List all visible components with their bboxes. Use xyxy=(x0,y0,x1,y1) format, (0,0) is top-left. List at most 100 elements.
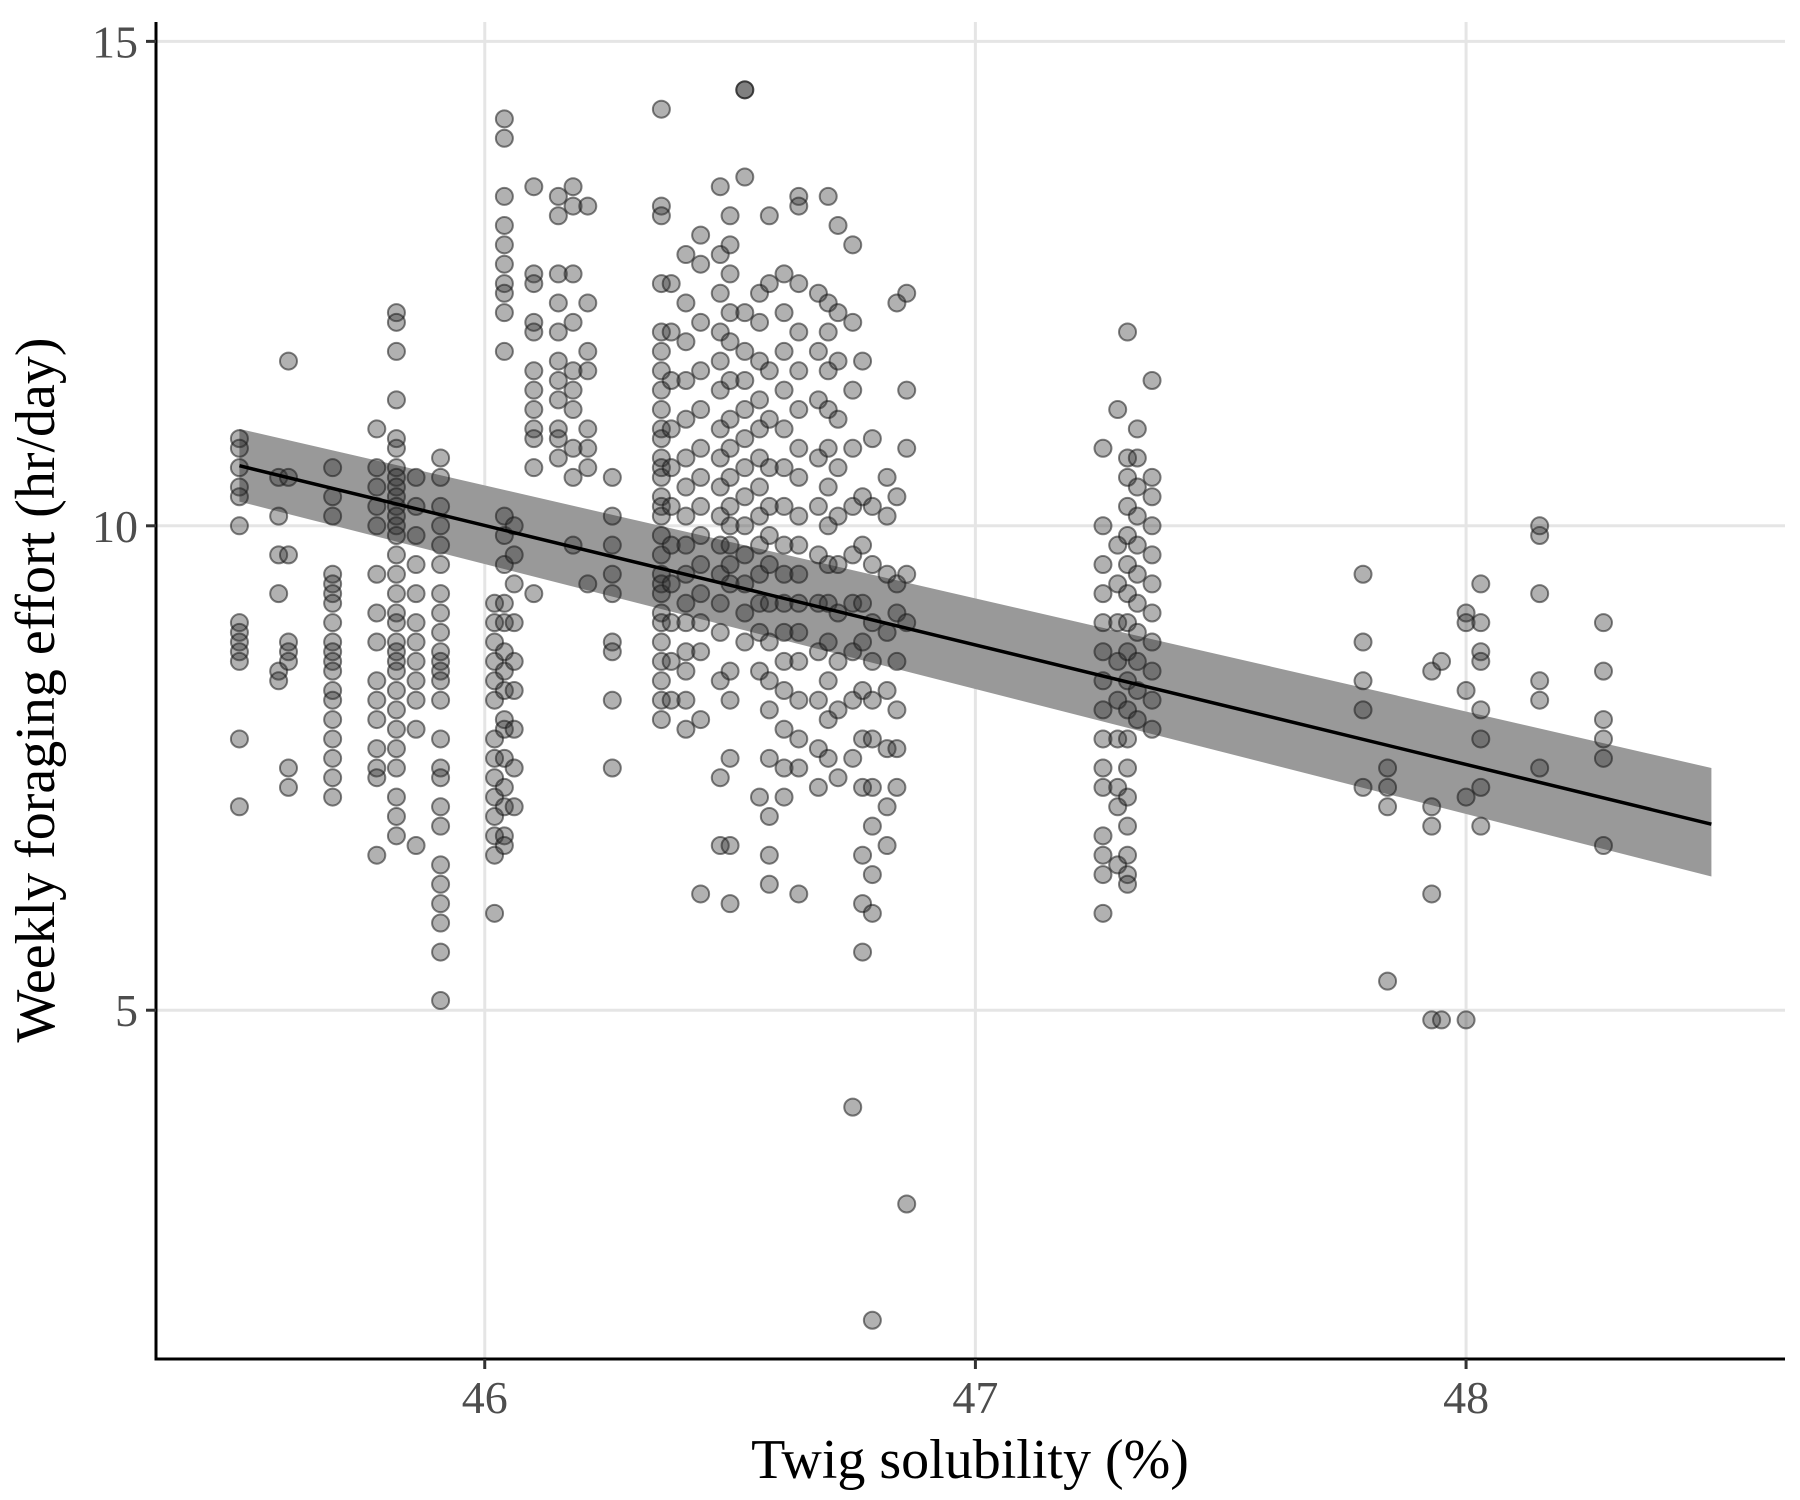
data-point xyxy=(1432,1010,1452,1030)
x-axis-title: Twig solubility (%) xyxy=(751,1429,1189,1491)
data-point xyxy=(494,235,514,255)
data-point xyxy=(720,496,740,516)
data-point xyxy=(431,516,451,536)
data-point xyxy=(406,671,426,691)
data-point xyxy=(720,409,740,429)
data-point xyxy=(1093,555,1113,575)
data-point xyxy=(774,303,794,323)
data-point xyxy=(818,438,838,458)
data-point xyxy=(386,341,406,361)
data-point xyxy=(828,409,848,429)
data-point xyxy=(1142,719,1162,739)
data-point xyxy=(853,777,873,797)
data-point xyxy=(651,496,671,516)
data-point xyxy=(828,555,848,575)
data-point xyxy=(229,477,249,497)
data-point xyxy=(676,477,696,497)
data-point xyxy=(494,681,514,700)
data-point xyxy=(386,826,406,846)
data-point xyxy=(431,855,451,875)
data-point xyxy=(676,245,696,265)
data-point xyxy=(789,690,809,710)
data-point xyxy=(278,351,298,371)
data-point xyxy=(735,80,755,100)
data-point xyxy=(1593,836,1613,856)
data-point xyxy=(1353,700,1373,720)
data-point xyxy=(651,651,671,671)
data-point xyxy=(710,768,730,788)
data-point xyxy=(691,225,711,245)
data-point xyxy=(691,467,711,487)
data-point xyxy=(1093,845,1113,865)
data-point xyxy=(1378,777,1398,797)
data-point xyxy=(676,642,696,662)
data-point xyxy=(386,700,406,720)
data-point xyxy=(367,671,387,691)
data-point xyxy=(651,458,671,478)
data-point xyxy=(720,661,740,681)
data-point xyxy=(323,768,343,788)
data-point xyxy=(735,545,755,565)
data-point xyxy=(406,836,426,856)
data-point xyxy=(367,477,387,497)
data-point xyxy=(710,622,730,642)
data-point xyxy=(229,438,249,458)
data-point xyxy=(602,467,622,487)
data-point xyxy=(661,496,681,516)
data-point xyxy=(548,322,568,342)
data-point xyxy=(1093,903,1113,923)
data-point xyxy=(1471,642,1491,662)
data-point xyxy=(759,361,779,381)
data-point xyxy=(494,719,514,739)
data-point xyxy=(386,458,406,478)
data-point xyxy=(1530,584,1550,604)
data-point xyxy=(750,593,770,613)
data-point xyxy=(431,816,451,836)
data-point xyxy=(563,264,583,284)
data-point xyxy=(602,564,622,584)
data-point xyxy=(759,496,779,516)
data-point xyxy=(1118,816,1138,836)
data-point xyxy=(494,777,514,797)
data-point xyxy=(386,758,406,778)
data-point xyxy=(524,458,544,478)
data-point xyxy=(710,351,730,371)
data-point xyxy=(828,700,848,720)
data-point xyxy=(862,496,882,516)
data-point xyxy=(735,429,755,449)
data-point xyxy=(661,458,681,478)
data-point xyxy=(691,613,711,633)
data-point xyxy=(862,777,882,797)
data-point xyxy=(887,739,907,759)
data-point xyxy=(774,341,794,361)
data-point xyxy=(323,710,343,730)
data-point xyxy=(323,574,343,594)
data-point xyxy=(504,613,524,633)
data-point xyxy=(431,448,451,468)
data-point xyxy=(323,661,343,681)
data-point xyxy=(789,274,809,294)
data-point xyxy=(676,593,696,613)
data-point xyxy=(720,894,740,914)
data-point xyxy=(1142,487,1162,507)
data-point xyxy=(367,710,387,730)
fit-line xyxy=(238,464,1712,826)
data-point xyxy=(710,593,730,613)
data-point xyxy=(367,516,387,536)
data-point xyxy=(1093,700,1113,720)
data-point xyxy=(720,690,740,710)
data-point xyxy=(789,564,809,584)
data-point xyxy=(386,787,406,807)
data-point xyxy=(602,758,622,778)
data-point xyxy=(494,254,514,274)
data-point xyxy=(323,506,343,526)
data-point xyxy=(853,729,873,749)
data-point xyxy=(485,748,505,768)
data-point xyxy=(843,380,863,400)
data-point xyxy=(431,894,451,914)
data-point xyxy=(1353,632,1373,652)
data-point xyxy=(431,768,451,788)
data-point xyxy=(750,477,770,497)
data-point xyxy=(1142,661,1162,681)
data-point xyxy=(386,303,406,323)
